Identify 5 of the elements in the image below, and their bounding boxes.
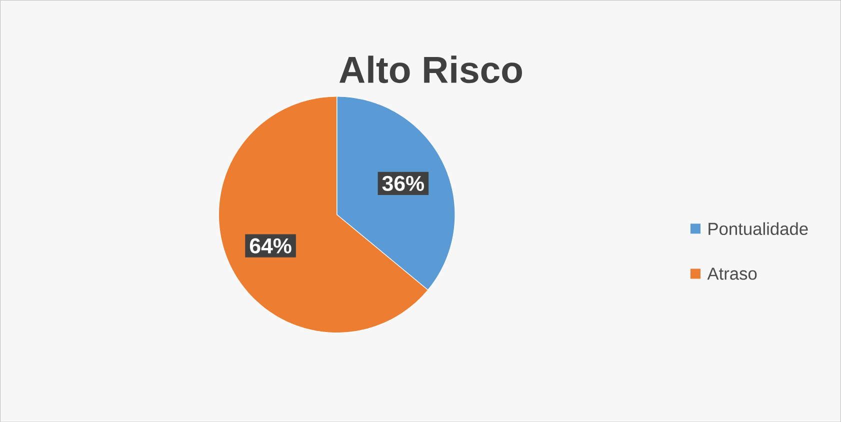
legend-label: Pontualidade bbox=[708, 222, 808, 235]
legend-label: Atraso bbox=[707, 268, 757, 280]
data-label: 64% bbox=[250, 238, 292, 254]
data-label: 36% bbox=[382, 176, 424, 191]
chart-title: Alto Risco bbox=[339, 56, 522, 83]
